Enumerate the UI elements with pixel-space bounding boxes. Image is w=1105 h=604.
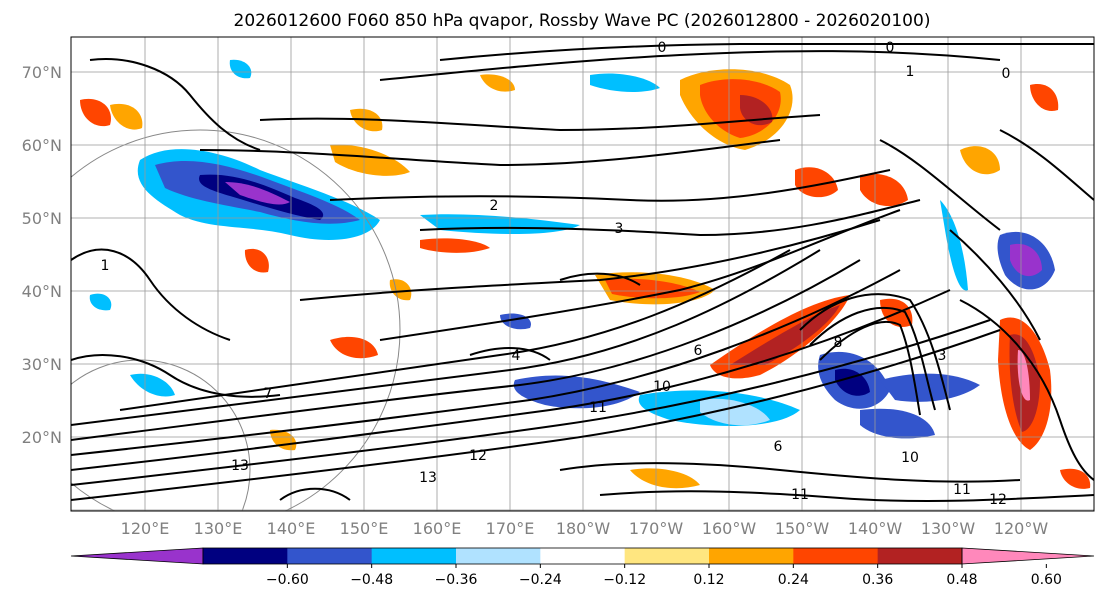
contour-label: 0: [658, 40, 667, 56]
contour-label: 13: [231, 458, 249, 474]
contour-label: 12: [989, 492, 1007, 508]
colorbar-tick-label: −0.36: [435, 572, 478, 588]
contour-label: 6: [694, 343, 703, 359]
colorbar-tick-label: 0.48: [946, 572, 977, 588]
colorbar-bin: [540, 548, 626, 564]
contour-label: 0: [1002, 66, 1011, 82]
colorbar-bin: [877, 548, 963, 564]
lon-label: 150°W: [775, 519, 830, 538]
colorbar-tick-label: 0.36: [862, 572, 893, 588]
contour-label: 4: [512, 348, 521, 364]
contour-label: 3: [938, 348, 947, 364]
contour-label: 0: [886, 40, 895, 56]
lon-label: 160°E: [413, 519, 462, 538]
lat-label: 50°N: [22, 209, 62, 228]
lat-label: 60°N: [22, 136, 62, 155]
colorbar-bin: [287, 548, 373, 564]
lat-label: 70°N: [22, 63, 62, 82]
contour-label: 11: [589, 400, 607, 416]
lon-label: 130°E: [194, 519, 243, 538]
colorbar-tick-label: −0.12: [603, 572, 646, 588]
colorbar-tick-label: −0.24: [519, 572, 562, 588]
contour-label: 2: [490, 198, 499, 214]
contour-label: 10: [901, 450, 919, 466]
lon-label: 180°W: [556, 519, 611, 538]
graticule: [71, 37, 1094, 511]
contour-label: 10: [653, 379, 671, 395]
map-area: 0 0 0 1 1 2 3 3 4 6 6 7 8 10 10 11 11 11…: [71, 37, 1094, 511]
colorbar-bin: [371, 548, 457, 564]
contour-label: 3: [615, 221, 624, 237]
contour-label: 11: [953, 482, 971, 498]
contour-label: 6: [774, 439, 783, 455]
contour-labels: 0 0 0 1 1 2 3 3 4 6 6 7 8 10 10 11 11 11…: [101, 40, 1011, 508]
lat-label: 30°N: [22, 355, 62, 374]
contour-label: 1: [101, 258, 110, 274]
lon-label: 130°W: [921, 519, 976, 538]
contour-label: 8: [834, 335, 843, 351]
lon-label: 170°W: [629, 519, 684, 538]
contour-label: 1: [906, 64, 915, 80]
lon-label: 160°W: [702, 519, 757, 538]
contour-label: 13: [419, 470, 437, 486]
contour-label: 7: [264, 386, 273, 402]
qvapor-shading: [80, 59, 1091, 489]
colorbar-frame: [202, 547, 963, 565]
colorbar-extend-low: [70, 547, 204, 565]
lat-label: 20°N: [22, 428, 62, 447]
lon-label: 140°E: [267, 519, 316, 538]
longitude-labels: 120°E 130°E 140°E 150°E 160°E 170°E 180°W 170°W…: [121, 519, 1049, 538]
colorbar-bin: [624, 548, 710, 564]
colorbar-tick-label: 0.24: [778, 572, 809, 588]
latitude-labels: 70°N 60°N 50°N 40°N 30°N 20°N: [22, 63, 62, 447]
colorbar-tick-label: −0.48: [350, 572, 393, 588]
colorbar-bin: [709, 548, 794, 564]
map-frame: [70, 36, 1095, 512]
contour-label: 11: [791, 487, 809, 503]
lon-label: 170°E: [486, 519, 535, 538]
colorbar-bin: [456, 548, 541, 564]
colorbar-tick-label: −0.60: [266, 572, 309, 588]
colorbar-tick-label: 0.12: [693, 572, 724, 588]
map-title: 2026012600 F060 850 hPa qvapor, Rossby W…: [234, 11, 931, 31]
lon-label: 150°E: [340, 519, 389, 538]
colorbar-bin: [203, 548, 288, 564]
colorbar-extend-high: [961, 547, 1095, 565]
contour-label: 12: [469, 448, 487, 464]
lon-label: 120°E: [121, 519, 170, 538]
colorbar: −0.60 −0.48 −0.36 −0.24 −0.12 0.12 0.24 0.36 0.4…: [70, 547, 1095, 588]
lon-label: 140°W: [848, 519, 903, 538]
lat-label: 40°N: [22, 282, 62, 301]
rossby-pc-contours: [71, 42, 1094, 503]
lon-label: 120°W: [994, 519, 1049, 538]
colorbar-tick-label: 0.60: [1031, 572, 1062, 588]
colorbar-bin: [793, 548, 879, 564]
